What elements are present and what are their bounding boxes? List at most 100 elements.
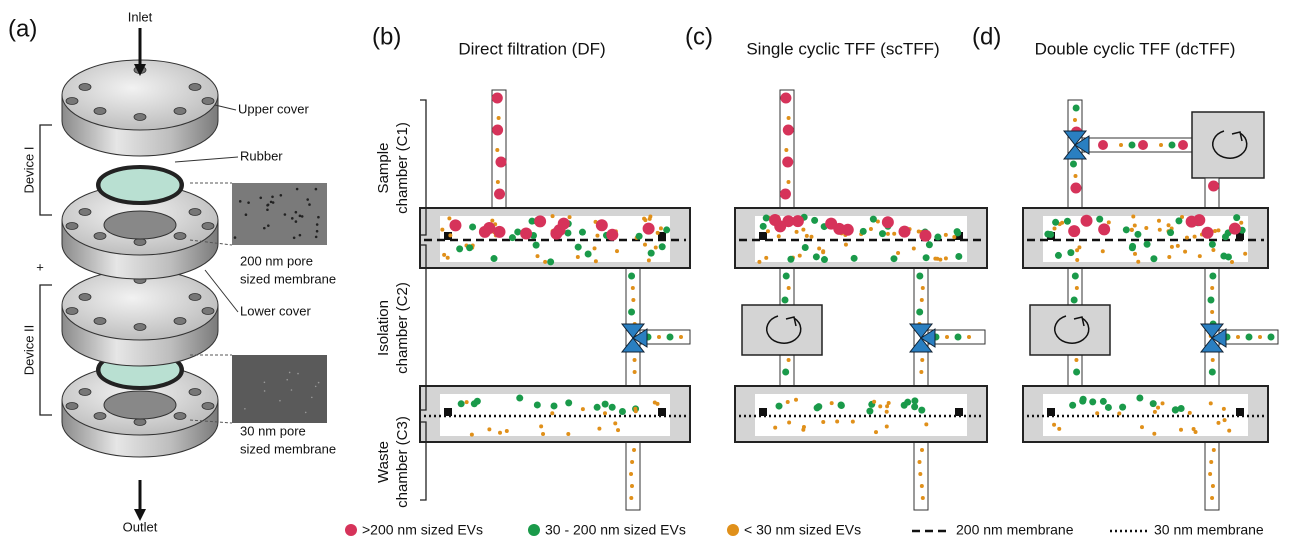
- particle: [284, 213, 287, 216]
- particle: [597, 427, 601, 431]
- particle: [813, 253, 820, 260]
- particle: [465, 400, 469, 404]
- particle: [595, 234, 599, 238]
- particle: [1136, 395, 1143, 402]
- particle: [667, 334, 674, 341]
- particle: [247, 201, 250, 204]
- particle: [1079, 398, 1086, 405]
- particle: [1208, 181, 1219, 192]
- particle: [1105, 404, 1112, 411]
- particle: [466, 244, 473, 251]
- particle: [1223, 418, 1227, 422]
- bolt-hole: [66, 223, 78, 230]
- particle: [769, 214, 781, 226]
- particle: [286, 379, 288, 381]
- particle: [1089, 398, 1096, 405]
- particle: [860, 228, 867, 235]
- particle: [1150, 400, 1157, 407]
- particle: [643, 218, 647, 222]
- particle: [885, 424, 889, 428]
- particle: [469, 223, 476, 230]
- particle: [534, 401, 541, 408]
- particle: [844, 243, 848, 247]
- particle: [316, 223, 319, 226]
- particle: [311, 397, 313, 399]
- particle: [886, 232, 890, 236]
- legend-label: >200 nm sized EVs: [362, 522, 483, 538]
- particle: [1230, 260, 1234, 264]
- particle: [448, 233, 452, 237]
- particle: [1178, 140, 1188, 150]
- particle: [825, 218, 837, 230]
- particle: [782, 157, 793, 168]
- particle: [1186, 216, 1198, 228]
- particle: [763, 215, 770, 222]
- particle: [879, 230, 886, 237]
- particle: [497, 116, 501, 120]
- pipe: [626, 442, 640, 510]
- particle: [547, 258, 554, 265]
- particle: [633, 358, 637, 362]
- part-label: sized membrane: [240, 441, 336, 456]
- particle: [821, 256, 828, 263]
- legend-label: 30 - 200 nm sized EVs: [545, 522, 686, 538]
- bolt-hole: [94, 413, 106, 420]
- particle: [1073, 105, 1080, 112]
- particle: [551, 214, 555, 218]
- particle: [892, 232, 896, 236]
- particle: [679, 335, 683, 339]
- particle: [1053, 226, 1057, 230]
- particle: [456, 245, 463, 252]
- particle: [890, 255, 897, 262]
- particle: [1156, 406, 1160, 410]
- particle: [904, 399, 911, 406]
- particle: [838, 401, 845, 408]
- bolt-hole: [79, 84, 91, 91]
- particle: [1210, 496, 1214, 500]
- particle: [916, 273, 923, 280]
- particle: [787, 180, 791, 184]
- chamber-label: chamber (C3): [394, 416, 411, 508]
- bolt-hole: [134, 419, 146, 426]
- particle: [1130, 228, 1134, 232]
- particle: [245, 213, 248, 216]
- particle: [1133, 252, 1137, 256]
- particle: [585, 251, 592, 258]
- particle: [869, 227, 873, 231]
- particle: [784, 148, 788, 152]
- particle: [1070, 183, 1081, 194]
- bolt-hole: [202, 308, 214, 315]
- particle: [291, 389, 293, 391]
- particle: [1055, 252, 1062, 259]
- particle: [934, 234, 941, 241]
- particle: [1167, 255, 1171, 259]
- particle: [1243, 252, 1247, 256]
- particle: [616, 428, 620, 432]
- particle: [479, 226, 491, 238]
- bolt-hole: [79, 209, 91, 216]
- particle: [882, 216, 894, 228]
- particle: [766, 229, 770, 233]
- particle: [565, 399, 572, 406]
- particle: [919, 370, 923, 374]
- particle: [1167, 229, 1174, 236]
- bolt-hole: [189, 389, 201, 396]
- particle: [636, 233, 643, 240]
- particle: [533, 242, 540, 249]
- particle: [491, 255, 498, 262]
- particle: [266, 204, 269, 207]
- particle: [1246, 334, 1253, 341]
- particle: [1202, 227, 1214, 239]
- particle: [259, 196, 262, 199]
- bolt-hole: [202, 403, 214, 410]
- bolt-hole: [66, 308, 78, 315]
- particle: [916, 309, 923, 316]
- particle: [870, 216, 877, 223]
- particle: [1074, 358, 1078, 362]
- particle: [643, 243, 647, 247]
- particle: [918, 460, 922, 464]
- particle: [1070, 161, 1077, 168]
- particle: [631, 286, 635, 290]
- particle: [874, 430, 878, 434]
- particle: [821, 420, 825, 424]
